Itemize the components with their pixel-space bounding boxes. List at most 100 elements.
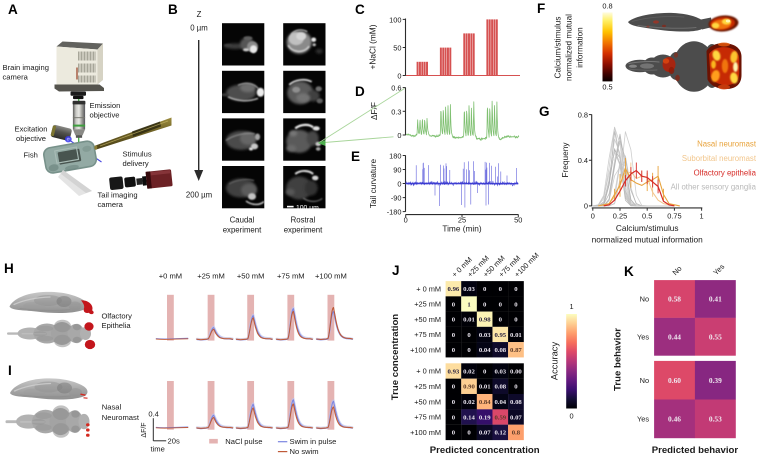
svg-text:ΔF/F: ΔF/F: [141, 422, 148, 437]
svg-text:0.8: 0.8: [512, 430, 521, 437]
svg-text:0.58: 0.58: [668, 295, 681, 304]
svg-text:0.90: 0.90: [463, 384, 475, 391]
svg-text:-90: -90: [391, 193, 402, 202]
svg-text:objective: objective: [90, 111, 120, 120]
svg-text:Rostral: Rostral: [291, 216, 316, 225]
svg-text:Excitation: Excitation: [15, 125, 48, 134]
svg-text:1: 1: [700, 212, 704, 221]
svg-text:100 µm: 100 µm: [296, 204, 319, 211]
svg-text:0.39: 0.39: [709, 376, 722, 385]
svg-text:+75 mM: +75 mM: [414, 413, 441, 422]
svg-text:0.02: 0.02: [463, 399, 475, 406]
svg-text:0: 0: [397, 131, 401, 140]
svg-text:0.01: 0.01: [479, 384, 491, 391]
svg-text:Suborbital neuromast: Suborbital neuromast: [682, 154, 757, 163]
svg-text:0.04: 0.04: [479, 347, 491, 354]
svg-text:True behavior: True behavior: [613, 328, 624, 391]
svg-text:Epithelia: Epithelia: [102, 321, 132, 330]
svg-text:0.44: 0.44: [668, 332, 681, 341]
svg-text:100: 100: [389, 15, 401, 24]
svg-text:0.01: 0.01: [510, 332, 522, 339]
svg-text:180: 180: [389, 151, 401, 160]
svg-text:True concentration: True concentration: [390, 314, 401, 400]
svg-text:0.3: 0.3: [391, 107, 401, 116]
svg-text:0.53: 0.53: [709, 414, 722, 423]
svg-text:0: 0: [499, 286, 503, 293]
svg-text:Nasal: Nasal: [102, 403, 122, 412]
svg-text:E: E: [351, 149, 360, 164]
svg-text:0.41: 0.41: [709, 295, 722, 304]
svg-text:+0 mM: +0 mM: [159, 272, 182, 281]
svg-text:0.19: 0.19: [479, 414, 491, 421]
svg-text:No: No: [640, 376, 649, 385]
svg-text:50: 50: [393, 43, 401, 52]
svg-text:0.07: 0.07: [510, 414, 522, 421]
svg-text:0 µm: 0 µm: [190, 24, 208, 33]
svg-text:0: 0: [483, 301, 487, 308]
svg-text:camera: camera: [98, 200, 124, 209]
svg-text:0.4: 0.4: [578, 156, 588, 165]
svg-text:Predicted concentration: Predicted concentration: [430, 445, 540, 456]
svg-text:0: 0: [514, 286, 518, 293]
svg-text:information: information: [576, 27, 585, 68]
svg-text:20s: 20s: [168, 437, 180, 446]
svg-text:Nasal neuromast: Nasal neuromast: [697, 139, 757, 148]
svg-text:objective: objective: [16, 134, 46, 143]
svg-text:0: 0: [499, 317, 503, 324]
svg-text:0.08: 0.08: [494, 347, 506, 354]
svg-text:delivery: delivery: [123, 159, 149, 168]
svg-text:Tail imaging: Tail imaging: [98, 191, 138, 200]
svg-text:+50 mM: +50 mM: [237, 272, 265, 281]
svg-text:+50 mM: +50 mM: [414, 397, 441, 406]
svg-text:0: 0: [467, 332, 471, 339]
svg-text:0.59: 0.59: [494, 414, 506, 421]
svg-text:I: I: [8, 363, 12, 378]
svg-text:+100 mM: +100 mM: [410, 428, 441, 437]
svg-text:0: 0: [452, 301, 456, 308]
svg-text:0.46: 0.46: [668, 414, 681, 423]
svg-text:Accuracy: Accuracy: [550, 342, 560, 381]
svg-text:0.5: 0.5: [642, 212, 652, 221]
svg-text:Caudal: Caudal: [230, 216, 255, 225]
svg-text:+25 mM: +25 mM: [197, 272, 225, 281]
svg-text:Yes: Yes: [637, 332, 649, 341]
svg-text:0.08: 0.08: [494, 384, 506, 391]
svg-text:Neuromast: Neuromast: [102, 413, 140, 422]
svg-text:Z: Z: [197, 10, 202, 19]
svg-text:Frequeny: Frequeny: [560, 142, 570, 178]
svg-text:D: D: [355, 84, 365, 99]
svg-text:Tail curvature: Tail curvature: [368, 158, 378, 208]
svg-text:Brain imaging: Brain imaging: [3, 63, 49, 72]
svg-text:experiment: experiment: [284, 226, 323, 235]
svg-text:0.03: 0.03: [494, 368, 506, 375]
svg-text:0.14: 0.14: [463, 414, 475, 421]
svg-text:G: G: [539, 104, 550, 119]
svg-text:Yes: Yes: [637, 414, 649, 423]
svg-text:Olfactory: Olfactory: [102, 312, 133, 321]
svg-text:0.93: 0.93: [448, 368, 460, 375]
svg-text:0: 0: [483, 286, 487, 293]
svg-text:Stimulus: Stimulus: [123, 150, 152, 159]
svg-text:0.6: 0.6: [391, 84, 401, 93]
svg-text:Calcium/stimulus: Calcium/stimulus: [554, 17, 563, 79]
svg-text:0.4: 0.4: [148, 409, 159, 418]
svg-text:0.84: 0.84: [479, 399, 491, 406]
svg-text:0.03: 0.03: [463, 286, 475, 293]
svg-text:0: 0: [452, 332, 456, 339]
svg-text:+25 mM: +25 mM: [414, 382, 441, 391]
svg-text:+ 0 mM: + 0 mM: [416, 284, 441, 293]
svg-text:0: 0: [397, 179, 401, 188]
svg-text:0.8: 0.8: [578, 110, 588, 119]
svg-text:0.96: 0.96: [448, 286, 460, 293]
svg-text:1: 1: [467, 301, 470, 308]
svg-text:camera: camera: [3, 73, 29, 82]
svg-text:0.02: 0.02: [463, 368, 475, 375]
svg-text:0: 0: [452, 384, 456, 391]
svg-text:normalized mutual information: normalized mutual information: [592, 235, 704, 245]
svg-text:0.75: 0.75: [667, 212, 681, 221]
svg-text:No swim: No swim: [290, 447, 319, 456]
svg-text:1: 1: [569, 302, 573, 311]
svg-text:+ 0 mM: + 0 mM: [416, 367, 441, 376]
svg-text:+NaCl (mM): +NaCl (mM): [368, 24, 378, 69]
svg-text:0: 0: [452, 414, 456, 421]
